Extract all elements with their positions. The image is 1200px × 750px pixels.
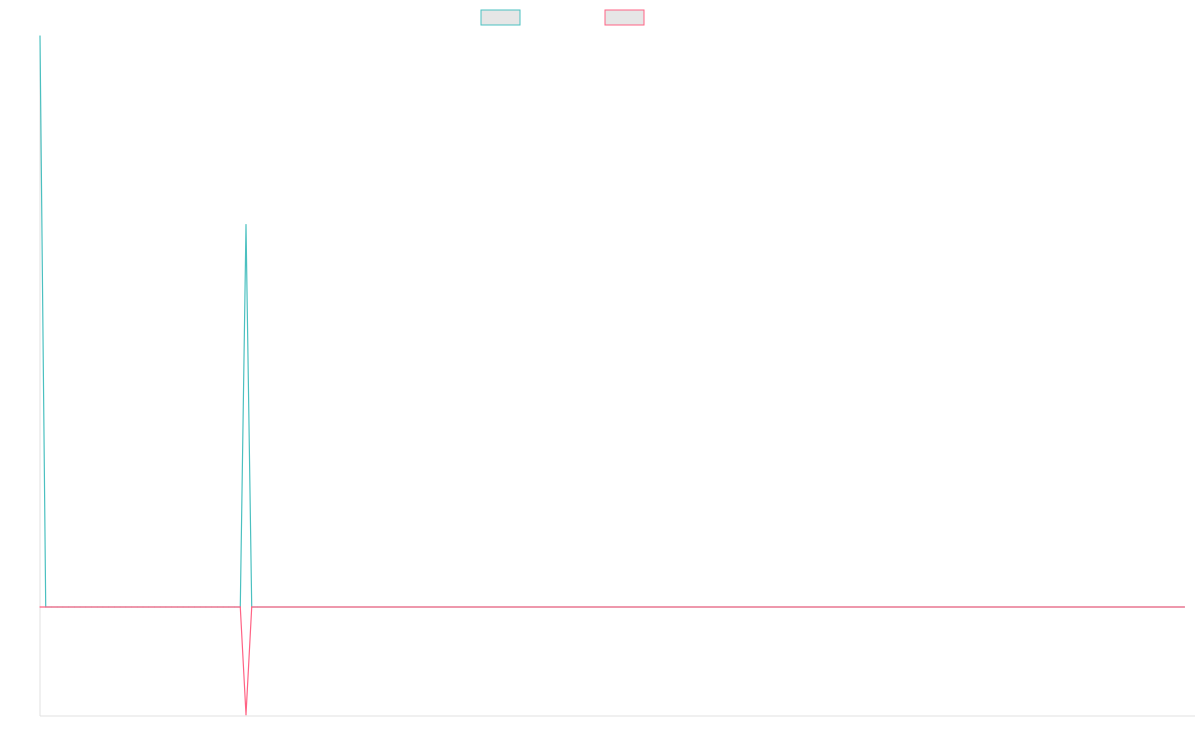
series-1-point: [39, 35, 41, 37]
series-2-point: [39, 606, 41, 608]
series-layer: [39, 35, 1186, 716]
series-2: [39, 606, 1186, 716]
series-line-1: [39, 35, 1185, 608]
legend: [480, 9, 645, 26]
legend-swatch-series-1: [480, 9, 521, 26]
series-1-point: [245, 223, 247, 226]
series-2-point: [239, 606, 241, 608]
axes: [39, 36, 1195, 717]
legend-swatch-series-2: [604, 9, 645, 26]
series-line-2: [40, 606, 1185, 715]
series-1: [39, 35, 1186, 608]
series-2-point: [1183, 606, 1186, 608]
series-2-point: [251, 606, 253, 608]
series-2-point: [245, 714, 247, 716]
